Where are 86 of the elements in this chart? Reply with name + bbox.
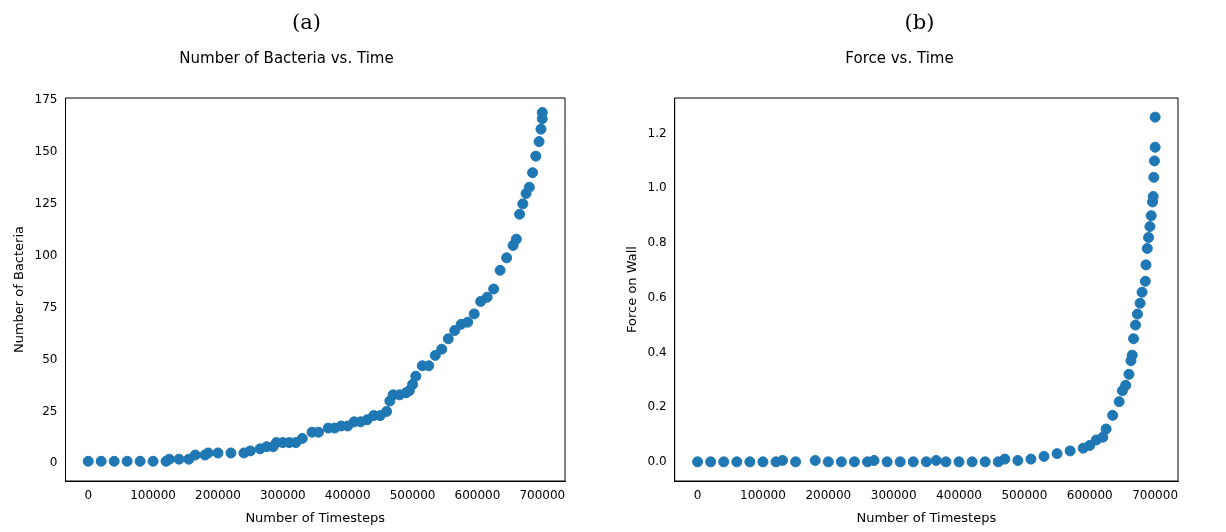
x-tick-label: 600000 — [1066, 488, 1113, 503]
point — [705, 456, 717, 468]
point — [1038, 450, 1050, 462]
point — [1140, 259, 1152, 271]
x-axis-title: Number of Timesteps — [245, 509, 386, 525]
point — [757, 456, 769, 468]
y-tick-label: 125 — [34, 195, 58, 210]
point — [822, 456, 834, 468]
x-tick-label: 400000 — [936, 488, 982, 503]
point — [1100, 423, 1112, 435]
y-tick-label: 0.6 — [647, 289, 667, 304]
x-tick-label: 300000 — [259, 488, 306, 503]
point — [1139, 275, 1151, 287]
point — [1128, 333, 1140, 345]
x-tick-label: 100000 — [130, 488, 176, 503]
x-tick-label: 500000 — [1001, 488, 1048, 503]
y-tick-label: 175 — [34, 92, 58, 107]
point — [692, 456, 704, 468]
x-tick-label: 700000 — [519, 488, 566, 503]
x-tick-label: 500000 — [389, 488, 436, 503]
point — [777, 454, 789, 466]
point — [1131, 308, 1143, 320]
point — [744, 456, 756, 468]
chart-title: Number of Bacteria vs. Time — [179, 48, 394, 67]
point — [907, 456, 919, 468]
y-tick-label: 0.4 — [647, 344, 667, 359]
y-tick-label: 50 — [42, 351, 58, 366]
point — [848, 456, 860, 468]
y-tick-label: 75 — [42, 299, 58, 314]
x-tick-label: 200000 — [195, 488, 241, 503]
chart-title: Force vs. Time — [845, 48, 954, 67]
point — [930, 454, 942, 466]
point — [881, 456, 893, 468]
point — [1141, 242, 1153, 254]
point — [718, 456, 730, 468]
x-tick-label: 700000 — [1132, 488, 1179, 503]
point — [809, 454, 821, 466]
y-tick-label: 0.0 — [647, 453, 667, 468]
point — [979, 456, 991, 468]
y-axis-title: Force on Wall — [624, 246, 640, 333]
point — [790, 456, 802, 468]
y-axis-title: Number of Bacteria — [11, 225, 27, 354]
point — [1134, 297, 1146, 309]
point — [966, 456, 978, 468]
x-tick-label: 300000 — [870, 488, 917, 503]
point — [1120, 379, 1132, 391]
point — [1143, 232, 1155, 244]
x-tick-label: 0 — [693, 488, 702, 503]
x-tick-label: 0 — [84, 488, 93, 503]
x-axis-title: Number of Timesteps — [856, 509, 997, 525]
point — [1123, 368, 1135, 380]
point — [1113, 396, 1125, 408]
y-tick-label: 100 — [34, 247, 58, 262]
point — [1107, 409, 1119, 421]
point — [835, 456, 847, 468]
point — [1149, 141, 1161, 153]
point — [1130, 319, 1142, 331]
point — [1148, 155, 1160, 167]
text: (b) — [903, 9, 936, 36]
y-tick-label: 1.2 — [647, 125, 667, 140]
point — [1148, 171, 1160, 183]
point — [1136, 286, 1148, 298]
y-tick-label: 0 — [49, 455, 58, 470]
point — [940, 456, 952, 468]
point — [999, 453, 1011, 465]
point — [1025, 453, 1037, 465]
point — [1144, 221, 1156, 233]
y-tick-label: 150 — [34, 144, 58, 159]
point — [731, 456, 743, 468]
y-tick-label: 0.8 — [647, 235, 667, 250]
x-tick-label: 600000 — [454, 488, 501, 503]
point — [953, 456, 965, 468]
point — [1149, 111, 1161, 123]
y-tick-label: 25 — [42, 403, 58, 418]
point — [1051, 448, 1063, 460]
point — [1012, 454, 1024, 466]
x-tick-label: 200000 — [805, 488, 852, 503]
point — [920, 456, 932, 468]
x-tick-label: 400000 — [324, 488, 371, 503]
point — [1064, 445, 1076, 457]
y-tick-label: 1.0 — [647, 180, 667, 195]
x-tick-label: 100000 — [740, 488, 786, 503]
point — [894, 456, 906, 468]
y-tick-label: 0.2 — [647, 399, 667, 414]
text: (a) — [291, 9, 322, 36]
point — [1145, 210, 1157, 222]
